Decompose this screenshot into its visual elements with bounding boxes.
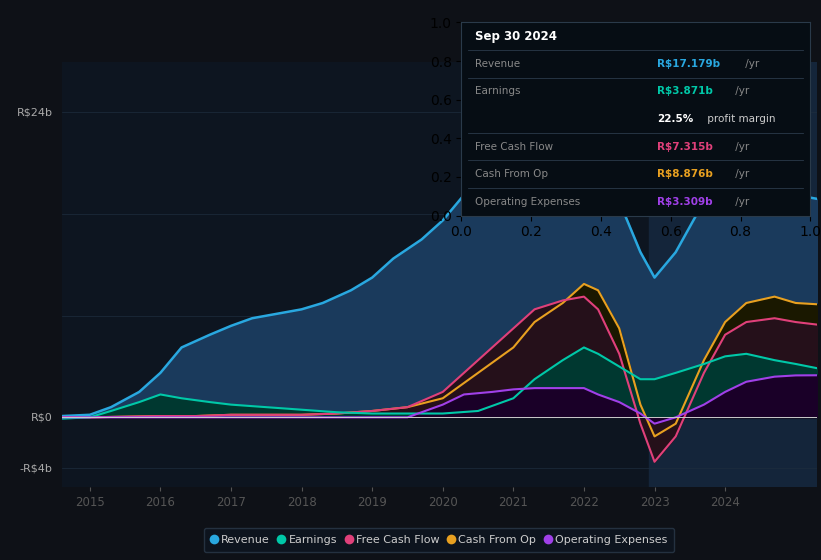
Text: /yr: /yr (732, 169, 750, 179)
Text: Cash From Op: Cash From Op (475, 169, 548, 179)
Text: -R$4b: -R$4b (20, 463, 53, 473)
Text: /yr: /yr (741, 59, 759, 69)
Text: Free Cash Flow: Free Cash Flow (475, 142, 553, 152)
Text: R$24b: R$24b (16, 108, 53, 118)
Text: Revenue: Revenue (475, 59, 521, 69)
Text: R$7.315b: R$7.315b (657, 142, 713, 152)
Text: /yr: /yr (732, 142, 750, 152)
Text: 22.5%: 22.5% (657, 114, 693, 124)
Text: Sep 30 2024: Sep 30 2024 (475, 30, 557, 43)
Text: R$0: R$0 (30, 412, 53, 422)
Text: R$8.876b: R$8.876b (657, 169, 713, 179)
Text: R$17.179b: R$17.179b (657, 59, 720, 69)
Text: Earnings: Earnings (475, 86, 521, 96)
Legend: Revenue, Earnings, Free Cash Flow, Cash From Op, Operating Expenses: Revenue, Earnings, Free Cash Flow, Cash … (204, 528, 674, 552)
Text: R$3.871b: R$3.871b (657, 86, 713, 96)
Text: /yr: /yr (732, 86, 750, 96)
Text: Operating Expenses: Operating Expenses (475, 197, 580, 207)
Text: profit margin: profit margin (704, 114, 775, 124)
Text: R$3.309b: R$3.309b (657, 197, 713, 207)
Bar (649, 62, 817, 487)
Text: /yr: /yr (732, 197, 750, 207)
